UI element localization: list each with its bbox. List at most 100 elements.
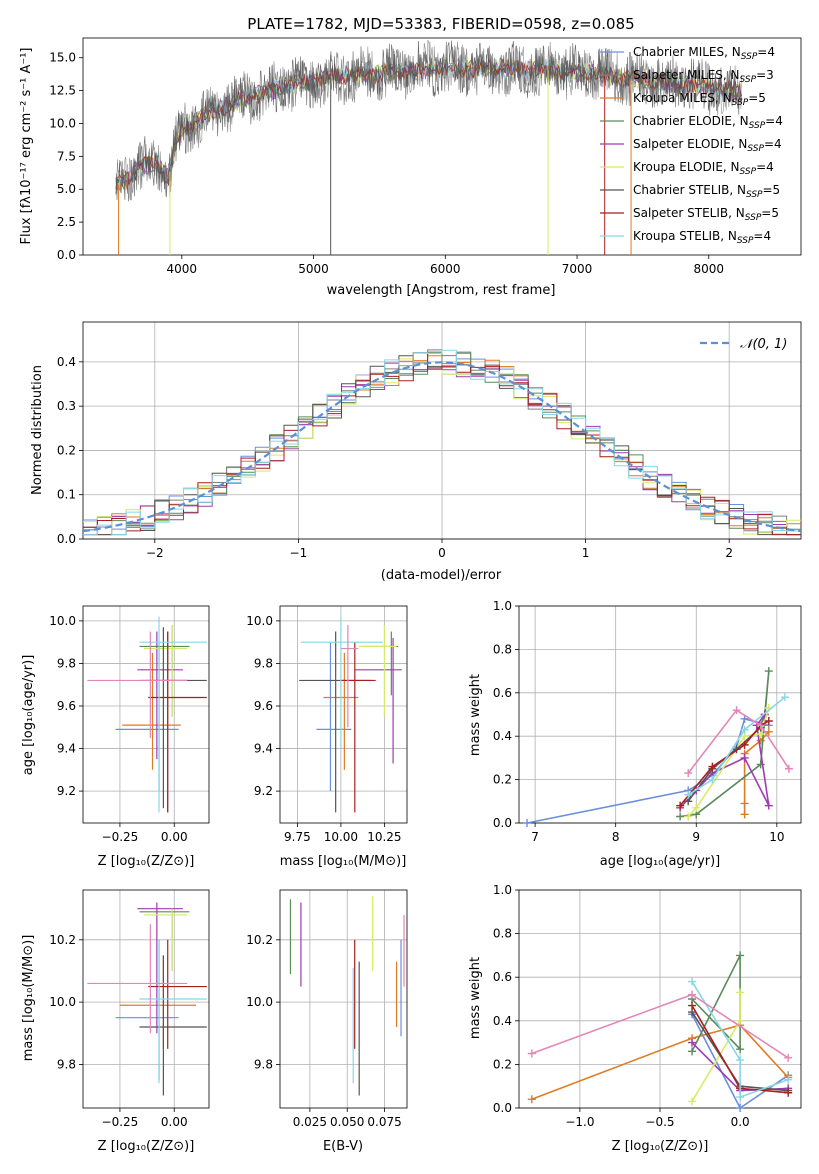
z-age-xtick-label-0: −0.25 (102, 830, 139, 844)
z-age-ytick-label-4: 10.0 (49, 614, 76, 628)
age-mw-marker-ks-0 (684, 790, 693, 799)
hist-ytick-label-2: 0.2 (57, 443, 76, 457)
z-age-frame (82, 605, 210, 824)
hist-ytick-label-4: 0.4 (57, 355, 76, 369)
spectrum-legend-label-8: Kroupa STELIB, NSSP=4 (633, 229, 771, 246)
z-mw-xtick-label-0: −1.0 (565, 1115, 594, 1129)
hist-gaussian-curve (82, 361, 802, 533)
spectrum-legend-label-3: Chabrier ELODIE, NSSP=4 (633, 114, 783, 131)
z-age-ytick-label-0: 9.2 (57, 784, 76, 798)
z-mw-marker-ks-1 (736, 1056, 745, 1065)
age-mw-marker-pink-2 (756, 721, 765, 730)
mass-age-xtick-label-1: 10.00 (324, 830, 358, 844)
ebv-mass-xtick-label-1: 0.050 (330, 1115, 364, 1129)
z-mw-series-ce (691, 955, 741, 1052)
z-mw-marker-ks-3 (784, 1075, 793, 1084)
z-mw-marker-ke-1 (736, 1016, 745, 1025)
age-massweight-panel: 7 8 9 10 0.0 0.2 0.4 0.6 0.8 1.0 (493, 599, 802, 844)
age-mw-marker-ks-2 (740, 725, 749, 734)
age-mw-xtick-label-3: 10 (769, 830, 784, 844)
z-mw-ytick-label-1: 0.2 (493, 1057, 512, 1071)
z-mw-marker-km-0 (527, 1095, 536, 1104)
age-mw-ytick-label-3: 0.6 (493, 686, 512, 700)
spectrum-ytick-label-2: 5.0 (57, 182, 76, 196)
spectrum-series-cs (115, 40, 742, 202)
z-mw-marker-pink-2 (784, 1053, 793, 1062)
spectrum-legend: Chabrier MILES, NSSP=4 Salpeter MILES, NS… (600, 45, 783, 246)
hist-ylabel: Normed distribution (30, 365, 45, 495)
age-mw-xtick-label-1: 8 (612, 830, 620, 844)
hist-ytick-label-1: 0.1 (57, 488, 76, 502)
age-mw-marker-pink-1 (732, 706, 741, 715)
z-age-panel: −0.25 0.00 9.2 9.4 9.6 9.8 10.0 (49, 605, 210, 844)
spectrum-xlabel: wavelength [Angstrom, rest frame] (327, 283, 556, 298)
hist-xtick-label-1: −1 (290, 546, 308, 560)
mass-age-ytick-label-3: 9.8 (254, 656, 273, 670)
z-mass-xtick-label-1: 0.00 (161, 1115, 188, 1129)
age-mw-marker-pink-3 (784, 764, 793, 773)
age-mw-ytick-label-5: 1.0 (493, 599, 512, 613)
z-age-ytick-label-3: 9.8 (57, 656, 76, 670)
spectrum-legend-label-0: Chabrier MILES, NSSP=4 (633, 45, 775, 62)
ebv-mass-frame (279, 889, 408, 1109)
spectrum-ytick-label-5: 12.5 (49, 84, 76, 98)
age-mw-marker-ce-0 (676, 812, 685, 821)
age-mw-ytick-label-2: 0.4 (493, 729, 512, 743)
mass-age-panel: 9.75 10.00 10.25 9.2 9.4 9.6 9.8 10.0 (246, 605, 408, 844)
p3-xlabel: Z [log₁₀(Z/Z⊙)] (98, 854, 195, 869)
age-mw-ytick-label-4: 0.8 (493, 642, 512, 656)
age-mw-marker-ss-4 (764, 717, 773, 726)
spectrum-ylabel: Flux [fλ10⁻¹⁷ erg cm⁻² s⁻¹ A⁻¹] (19, 48, 34, 245)
spectrum-legend-label-4: Salpeter ELODIE, NSSP=4 (633, 137, 782, 154)
hist-series-ks (83, 349, 801, 536)
age-mw-marker-ke-1 (692, 803, 701, 812)
z-mass-xtick-label-0: −0.25 (102, 1115, 139, 1129)
p6-ylabel: mass [log₁₀(M/M⊙)] (21, 935, 36, 1062)
hist-series-ss (83, 352, 801, 536)
age-mw-marker-ss-0 (676, 801, 685, 810)
age-mw-marker-cm-0 (523, 819, 532, 827)
spectrum-ytick-label-0: 0.0 (57, 248, 76, 262)
spectrum-title: PLATE=1782, MJD=53383, FIBERID=0598, z=0… (247, 15, 634, 33)
z-mw-marker-pink-0 (527, 1049, 536, 1058)
mass-age-ytick-label-0: 9.2 (254, 784, 273, 798)
ebv-mass-xtick-label-2: 0.075 (367, 1115, 401, 1129)
ebv-mass-ytick-label-1: 10.0 (246, 995, 273, 1009)
z-mw-marker-ks-2 (736, 1093, 745, 1102)
z-mw-marker-ce-2 (736, 1045, 745, 1054)
z-mw-marker-ce-0 (688, 1047, 697, 1056)
spectrum-legend-label-2: Kroupa MILES, NSSP=5 (633, 91, 766, 108)
hist-ytick-label-3: 0.3 (57, 399, 76, 413)
ebv-mass-ytick-label-0: 9.8 (254, 1057, 273, 1071)
z-mass-panel: −0.25 0.00 9.8 10.0 10.2 (49, 889, 210, 1129)
age-mw-marker-km-0 (740, 810, 749, 819)
z-mw-marker-ss-2 (784, 1088, 793, 1097)
mass-age-xtick-label-0: 9.75 (284, 830, 311, 844)
z-age-ytick-label-2: 9.6 (57, 699, 76, 713)
ebv-mass-panel: 0.025 0.050 0.075 9.8 10.0 10.2 (246, 889, 408, 1129)
hist-xtick-label-0: −2 (146, 546, 164, 560)
age-mw-marker-ce-3 (764, 667, 773, 676)
z-mass-ytick-label-0: 9.8 (57, 1057, 76, 1071)
spectrum-legend-label-6: Chabrier STELIB, NSSP=5 (633, 183, 780, 200)
z-mw-xtick-label-1: −0.5 (645, 1115, 674, 1129)
age-mw-frame (518, 605, 802, 824)
hist-xtick-label-4: 2 (725, 546, 733, 560)
p6-xlabel: Z [log₁₀(Z/Z⊙)] (98, 1139, 195, 1154)
age-mw-marker-km-1 (740, 799, 749, 808)
z-mw-series-ks (691, 981, 789, 1099)
spectrum-ytick-label-4: 10.0 (49, 116, 76, 130)
age-mw-xtick-label-0: 7 (531, 830, 539, 844)
z-mw-ytick-label-0: 0.0 (493, 1101, 512, 1115)
z-mass-frame (82, 889, 210, 1109)
z-age-xtick-label-1: 0.00 (161, 830, 188, 844)
spectrum-frame (82, 37, 802, 256)
ebv-mass-ytick-label-2: 10.2 (246, 933, 273, 947)
z-mw-ytick-label-2: 0.4 (493, 1014, 512, 1028)
hist-xtick-label-3: 1 (582, 546, 590, 560)
p5-ylabel: mass weight (468, 674, 483, 756)
p5-xlabel: age [log₁₀(age/yr)] (600, 854, 721, 869)
p4-xlabel: mass [log₁₀(M/M⊙)] (280, 854, 407, 869)
mass-age-xtick-label-2: 10.25 (367, 830, 401, 844)
